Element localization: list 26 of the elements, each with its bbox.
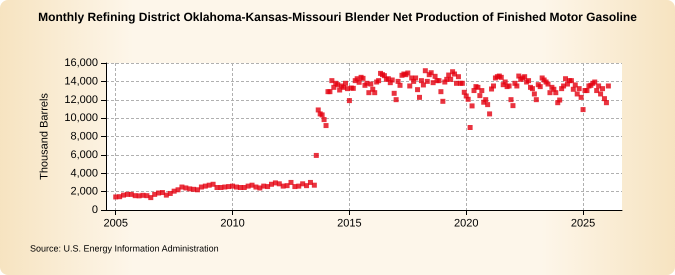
- y-tick-label: 6,000: [70, 148, 98, 161]
- chart-title: Monthly Refining District Oklahoma-Kansas-Missouri Blender Net Production of Finished Motor Gasoline: [38, 10, 638, 24]
- y-tick-label: 16,000: [64, 57, 98, 69]
- x-tick-label: 2020: [454, 218, 478, 230]
- y-tick-label: 8,000: [70, 130, 98, 142]
- point: [195, 187, 200, 192]
- x-tick-label: 2005: [103, 218, 128, 230]
- point: [304, 183, 310, 188]
- point: [160, 190, 165, 196]
- y-tick-label: 4,000: [70, 167, 98, 180]
- point: [176, 187, 181, 192]
- x-tick-label: 2010: [220, 218, 245, 230]
- point: [284, 183, 290, 188]
- point: [210, 182, 216, 187]
- y-tick-label: 0: [92, 204, 98, 216]
- x-tick-label: 2025: [570, 218, 596, 230]
- y-tick-label: 2,000: [70, 186, 98, 198]
- point: [312, 182, 317, 188]
- y-tick-label: 10,000: [64, 112, 98, 124]
- point: [288, 180, 294, 185]
- y-tick-label: 14,000: [64, 75, 98, 88]
- source-note: Source: U.S. Energy Information Administration: [30, 244, 219, 254]
- y-tick-label: 12,000: [64, 94, 98, 106]
- y-axis-title: Thousand Barrels: [38, 92, 50, 180]
- point: [308, 180, 313, 185]
- x-tick-label: 2015: [337, 218, 362, 230]
